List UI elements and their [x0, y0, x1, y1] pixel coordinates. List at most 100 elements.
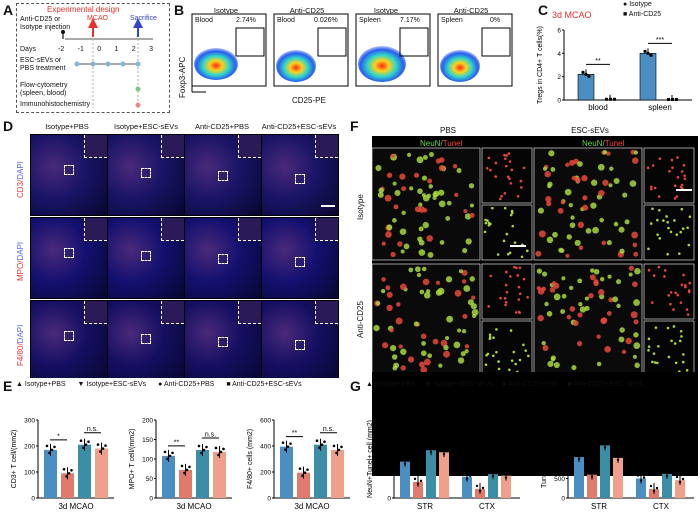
flow-header-2: Anti-CD25	[289, 6, 325, 15]
cell-dot	[585, 228, 592, 234]
cell-dot	[508, 251, 512, 255]
cell-dot	[632, 354, 637, 359]
cell-dot	[439, 240, 445, 245]
sig-label: n.s.	[205, 432, 216, 439]
f-stain-label-1: NeuN/Tunel	[420, 139, 463, 148]
y-tick-label: 300	[24, 418, 35, 425]
sig-label: n.s.	[494, 456, 505, 463]
cell-dot	[653, 186, 657, 190]
cell-dot	[452, 163, 458, 169]
sig-label: *	[410, 443, 413, 450]
data-point	[468, 474, 472, 477]
cell-dot	[685, 369, 689, 372]
cell-dot	[392, 218, 397, 223]
cell-dot	[516, 195, 520, 198]
cell-dot	[592, 226, 599, 234]
cell-dot	[628, 272, 633, 277]
data-point	[494, 471, 498, 475]
cell-dot	[634, 267, 641, 275]
cell-dot	[667, 226, 670, 230]
cell-dot	[506, 252, 510, 256]
panel-d-micrographs: Isotype+PBS Isotype+ESC-sEVs Anti-CD25+P…	[0, 118, 340, 378]
y-tick-label: 200	[24, 444, 35, 451]
x-tick-label: blood	[588, 103, 608, 112]
cell-dot	[633, 299, 640, 306]
data-point	[99, 450, 102, 453]
data-point	[462, 472, 466, 475]
cell-dot	[613, 221, 619, 227]
cell-dot	[504, 300, 508, 304]
cell-dot	[454, 289, 462, 297]
cell-dot	[403, 243, 410, 250]
flow-header-3: Isotype	[373, 6, 399, 15]
cell-dot	[418, 249, 426, 256]
cell-dot	[680, 207, 684, 211]
cell-dot	[495, 350, 498, 354]
roi-box	[295, 340, 305, 350]
flow-header-1: Isotype	[213, 6, 239, 15]
cell-dot	[484, 221, 488, 225]
cell-dot	[652, 352, 656, 355]
experimental-design-title: Experimental design	[47, 5, 120, 14]
zoom-inset	[315, 135, 338, 158]
cell-dot	[663, 269, 667, 272]
panel-letter-f: F	[350, 118, 359, 134]
cell-dot	[577, 312, 583, 318]
bar-isotype-pbs	[280, 446, 293, 498]
cell-dot	[550, 166, 556, 172]
cell-dot	[446, 200, 452, 206]
data-point	[609, 97, 612, 101]
cell-dot	[468, 183, 475, 189]
cell-dot	[609, 166, 614, 171]
cell-dot	[633, 332, 639, 338]
y-axis-label: MPO+ T cell/(mm2)	[129, 429, 136, 490]
cell-dot	[548, 150, 555, 157]
data-point	[481, 486, 485, 490]
cell-dot	[618, 226, 625, 233]
cell-dot	[438, 200, 446, 208]
cell-dot	[683, 174, 686, 178]
data-point	[163, 450, 167, 454]
cell-dot	[602, 149, 608, 155]
sig-label: ***	[656, 37, 664, 44]
data-point	[426, 445, 430, 449]
cell-dot	[438, 363, 443, 368]
cell-dot	[647, 349, 650, 352]
sig-label: n.s.	[606, 427, 617, 434]
cell-dot	[558, 247, 564, 253]
data-point	[639, 479, 643, 482]
cell-dot	[472, 314, 477, 319]
f-row-anticd25: Anti-CD25	[356, 301, 365, 338]
data-point	[306, 468, 309, 471]
cell-dot	[426, 235, 433, 242]
legend-g-3: ● Anti-CD25+PBS	[502, 381, 559, 388]
x-tick-label: spleen	[648, 103, 672, 112]
legend-g-1: ▲ Isotype+PBS	[366, 381, 416, 388]
cell-dot	[631, 231, 638, 239]
cell-dot	[510, 168, 514, 172]
cell-dot	[687, 290, 691, 294]
y-tick-label: 0	[267, 496, 271, 503]
esc-treatment-label: ESC-sEVs or PBS treatment	[20, 57, 66, 72]
cell-dot	[497, 360, 500, 363]
cell-dot	[678, 339, 682, 343]
cell-dot	[419, 289, 425, 295]
data-point	[335, 451, 338, 455]
cell-dot	[624, 219, 630, 225]
cell-dot	[503, 192, 507, 195]
cell-dot	[517, 298, 521, 301]
cell-dot	[546, 310, 553, 317]
cell-dot	[578, 245, 584, 250]
cell-dot	[668, 169, 671, 173]
cell-dot	[646, 166, 650, 170]
cell-dot	[657, 265, 661, 269]
data-point	[82, 446, 85, 449]
cell-dot	[547, 360, 554, 368]
cell-dot	[375, 301, 381, 306]
cell-dot	[454, 192, 459, 197]
data-point	[413, 477, 417, 481]
cell-dot	[657, 195, 661, 198]
cell-dot	[456, 168, 462, 174]
bar-isotype-pbs	[162, 455, 175, 498]
data-point	[667, 98, 670, 101]
